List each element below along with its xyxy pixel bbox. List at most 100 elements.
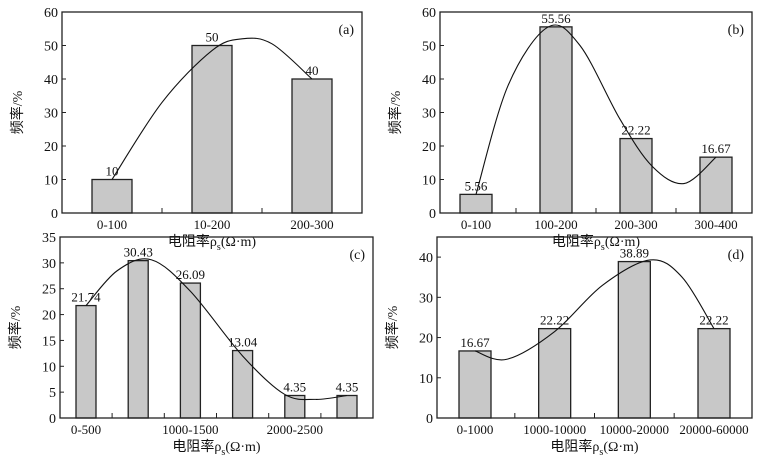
y-tick-label: 5 xyxy=(49,386,56,401)
data-label: 13.04 xyxy=(228,335,258,350)
data-label: 4.35 xyxy=(336,380,359,395)
bar xyxy=(697,327,731,419)
data-label: 55.56 xyxy=(541,11,571,26)
y-tick-label: 20 xyxy=(422,140,436,155)
y-tick-label: 40 xyxy=(44,73,58,88)
y-tick-label: 30 xyxy=(42,257,56,272)
bar xyxy=(617,260,651,419)
data-label: 4.35 xyxy=(283,380,306,395)
x-tick-label: 300-400 xyxy=(694,217,737,232)
y-tick-label: 10 xyxy=(419,372,433,387)
y-axis-label: 频率/% xyxy=(387,90,404,134)
x-tick-label: 200-300 xyxy=(290,217,333,232)
x-label-unit: (Ω·m) xyxy=(605,235,641,250)
y-tick-label: 20 xyxy=(419,332,433,347)
y-tick-label: 0 xyxy=(51,207,58,222)
y-tick-label: 35 xyxy=(42,231,56,246)
y-tick-label: 50 xyxy=(422,40,436,55)
x-axis-label: 电阻率ρs(Ω·m) xyxy=(172,438,261,458)
fit-curve xyxy=(474,259,715,361)
y-tick-label: 25 xyxy=(42,283,56,298)
y-tick-label: 15 xyxy=(42,334,56,349)
y-tick-label: 20 xyxy=(44,140,58,155)
y-tick-label: 60 xyxy=(44,6,58,21)
data-label: 26.09 xyxy=(176,267,205,282)
fit-curve xyxy=(85,258,348,401)
bar xyxy=(75,304,97,419)
data-label: 16.67 xyxy=(460,335,490,350)
bar xyxy=(91,178,133,214)
bar xyxy=(191,44,233,214)
y-tick-label: 60 xyxy=(422,6,436,21)
x-tick-label: 0-1000 xyxy=(457,422,494,437)
panel-label: (d) xyxy=(728,248,745,263)
y-tick-label: 40 xyxy=(422,73,436,88)
bar xyxy=(179,282,202,419)
y-tick-label: 10 xyxy=(42,360,56,375)
x-tick-label: 10-200 xyxy=(194,217,231,232)
panel-b: 5.56 55.56 22.22 16.67 0 10 20 30 40 50 60 0-100 100… xyxy=(387,6,753,253)
panel-a: 10 50 40 0 10 20 30 40 50 60 0-100 10-200 200-300 (a)… xyxy=(9,6,363,253)
panel-label: (c) xyxy=(349,248,365,263)
panel-c: 21.74 30.43 26.09 13.04 4.35 4.35 0 5 10 15 20 25 30… xyxy=(7,231,374,458)
x-label-sub: s xyxy=(599,447,603,458)
panel-label: (b) xyxy=(728,23,745,38)
data-label: 50 xyxy=(206,30,219,45)
y-axis-label: 频率/% xyxy=(7,305,24,349)
data-label: 5.56 xyxy=(465,178,488,193)
x-label-main: 电阻率ρ xyxy=(550,438,599,455)
x-tick-label: 1000-1500 xyxy=(162,422,218,437)
x-label-unit: (Ω·m) xyxy=(225,440,261,455)
data-label: 22.22 xyxy=(699,313,728,328)
x-label-unit: (Ω·m) xyxy=(221,235,257,250)
bar xyxy=(458,350,492,419)
x-tick-label: 2000-2500 xyxy=(267,422,323,437)
y-tick-label: 30 xyxy=(419,291,433,306)
y-axis-label: 频率/% xyxy=(9,90,26,134)
y-tick-label: 30 xyxy=(44,107,58,122)
bar xyxy=(619,137,653,214)
data-label: 10 xyxy=(106,164,119,179)
fit-curve xyxy=(111,37,313,180)
fit-curve xyxy=(475,24,717,195)
data-label: 22.22 xyxy=(540,313,569,328)
y-tick-label: 30 xyxy=(422,107,436,122)
y-tick-label: 20 xyxy=(42,309,56,324)
data-label: 38.89 xyxy=(620,246,649,261)
panel-d: 16.67 22.22 38.89 22.22 0 10 20 30 40 0-1000 1000-… xyxy=(384,236,753,458)
x-tick-label: 0-100 xyxy=(97,217,127,232)
bar xyxy=(538,327,572,419)
bar xyxy=(127,259,149,419)
x-tick-label: 1000-10000 xyxy=(523,422,586,437)
data-label: 30.43 xyxy=(124,245,153,260)
bar xyxy=(699,156,733,214)
data-label: 16.67 xyxy=(701,141,731,156)
x-axis-label: 电阻率ρs(Ω·m) xyxy=(550,438,639,458)
x-label-main: 电阻率ρ xyxy=(552,233,601,250)
y-tick-label: 40 xyxy=(419,251,433,266)
data-label: 21.74 xyxy=(71,290,101,305)
bar xyxy=(336,394,358,419)
y-tick-label: 0 xyxy=(49,412,56,427)
bar xyxy=(291,78,333,214)
x-label-main: 电阻率ρ xyxy=(172,438,221,455)
x-tick-label: 0-500 xyxy=(71,422,101,437)
plot-frame xyxy=(59,236,374,419)
x-label-main: 电阻率ρ xyxy=(168,233,217,250)
x-label-unit: (Ω·m) xyxy=(603,440,639,455)
y-tick-label: 0 xyxy=(426,412,433,427)
bar xyxy=(459,193,493,214)
data-label: 22.22 xyxy=(621,123,650,138)
data-label: 40 xyxy=(306,63,319,78)
y-tick-label: 50 xyxy=(44,40,58,55)
bar xyxy=(539,26,573,214)
x-tick-label: 10000-20000 xyxy=(600,422,669,437)
x-tick-label: 0-100 xyxy=(461,217,491,232)
y-axis-label: 频率/% xyxy=(384,305,401,349)
y-tick-label: 0 xyxy=(429,207,436,222)
panel-label: (a) xyxy=(338,23,354,38)
y-tick-label: 10 xyxy=(422,174,436,189)
x-label-sub: s xyxy=(601,242,605,253)
